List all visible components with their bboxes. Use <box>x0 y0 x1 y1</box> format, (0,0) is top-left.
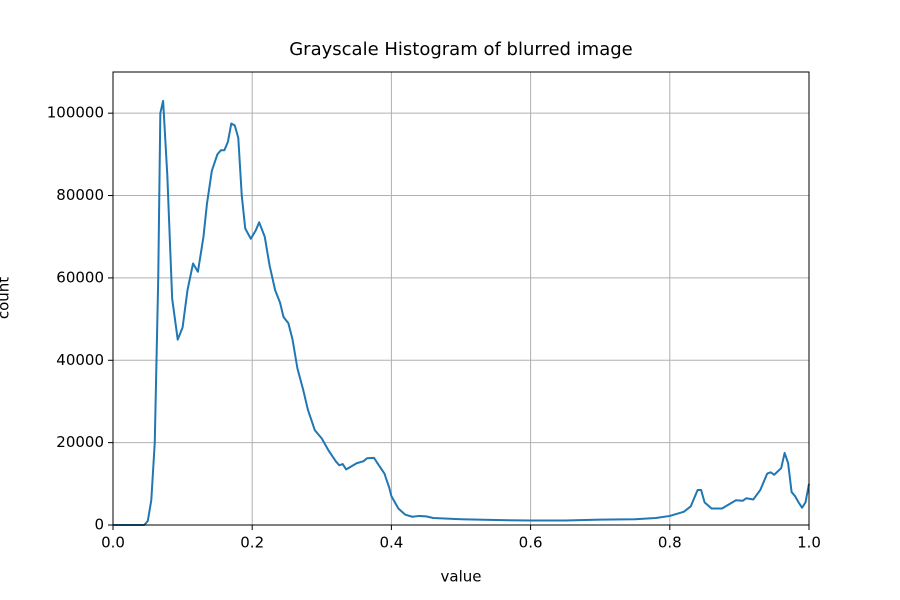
x-tick-label: 0.2 <box>240 534 264 552</box>
y-tick-label: 40000 <box>56 351 104 369</box>
y-tick-label: 0 <box>94 516 104 534</box>
chart-title: Grayscale Histogram of blurred image <box>289 39 633 60</box>
x-tick-label: 0.6 <box>519 534 543 552</box>
y-tick-label: 100000 <box>47 104 104 122</box>
y-tick-label: 60000 <box>56 268 104 286</box>
plot-frame <box>112 71 810 526</box>
x-tick-label: 0.4 <box>379 534 403 552</box>
x-tick-label: 0.0 <box>101 534 125 552</box>
x-tick-label: 1.0 <box>797 534 821 552</box>
y-axis-label: count <box>0 277 13 319</box>
data-line <box>113 99 810 526</box>
x-axis-label: value <box>441 568 482 586</box>
y-tick-label: 20000 <box>56 433 104 451</box>
x-tick-label: 0.8 <box>658 534 682 552</box>
y-tick-label: 80000 <box>56 186 104 204</box>
